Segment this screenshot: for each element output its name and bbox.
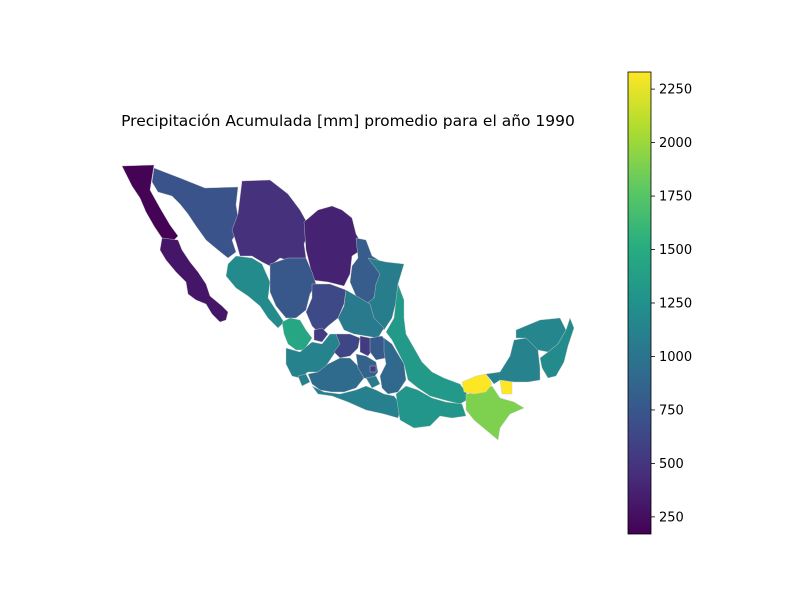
region-campeche (485, 337, 541, 385)
region-guanajuato (333, 333, 361, 359)
region-morelos (365, 375, 381, 389)
colorbar-tick-label: 1750 (659, 190, 692, 205)
region-oaxaca (395, 385, 467, 429)
region-zacatecas (305, 283, 347, 335)
region-nayarit (281, 317, 313, 351)
region-puebla (379, 337, 407, 395)
colorbar: 250 500 750 1000 1250 1500 1750 2000 2250 (627, 71, 692, 535)
colorbar-tick-label: 1000 (659, 350, 692, 365)
colorbar-fill (628, 72, 651, 534)
region-chihuahua (231, 179, 311, 267)
region-quintana-roo (539, 317, 575, 379)
region-aguascalientes (313, 327, 329, 343)
region-sinaloa (225, 255, 285, 329)
chart-title: Precipitación Acumulada [mm] promedio pa… (121, 112, 575, 130)
colorbar-tick-label: 2000 (659, 136, 692, 151)
region-sonora (151, 167, 241, 259)
mexico-map (121, 164, 575, 441)
colorbar-tick-label: 750 (659, 403, 684, 418)
region-san-luis-potosi (337, 289, 385, 339)
region-cdmx (369, 365, 377, 373)
region-colima (297, 373, 311, 387)
colorbar-tick-label: 500 (659, 457, 684, 472)
region-veracruz (385, 283, 471, 405)
region-chiapas (465, 385, 525, 441)
colorbar-tick-label: 1250 (659, 297, 692, 312)
region-jalisco (285, 333, 343, 379)
colorbar-tick-label: 250 (659, 510, 684, 525)
colorbar-tick-label: 2250 (659, 83, 692, 98)
region-baja-california-sur (159, 237, 229, 323)
region-durango (269, 257, 317, 319)
colorbar-tick-label: 1500 (659, 243, 692, 258)
